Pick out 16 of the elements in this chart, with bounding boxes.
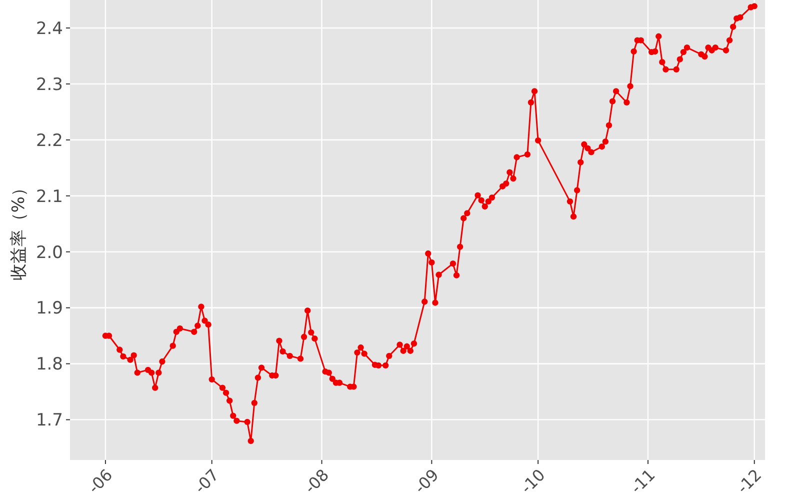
y-tick-label: 2.0 — [36, 242, 63, 263]
y-axis-title: 收益率（%） — [9, 179, 29, 281]
x-tick-label: -07 — [190, 465, 223, 498]
x-tick-label: -09 — [410, 465, 442, 498]
x-tick-label: -08 — [300, 465, 333, 498]
x-tick-label: -12 — [733, 465, 766, 498]
x-tick-label: -06 — [84, 465, 116, 498]
y-tick-label: 2.3 — [36, 74, 63, 95]
y-tick-label: 2.4 — [36, 18, 63, 39]
y-tick-label: 1.8 — [36, 354, 63, 375]
y-tick-label: 2.1 — [36, 186, 63, 207]
y-tick-label: 1.9 — [36, 298, 63, 319]
y-tick-label: 1.7 — [36, 410, 63, 431]
y-tick-label: 2.2 — [36, 130, 63, 151]
x-tick-label: -11 — [626, 465, 659, 498]
x-tick-label: -10 — [516, 465, 549, 498]
